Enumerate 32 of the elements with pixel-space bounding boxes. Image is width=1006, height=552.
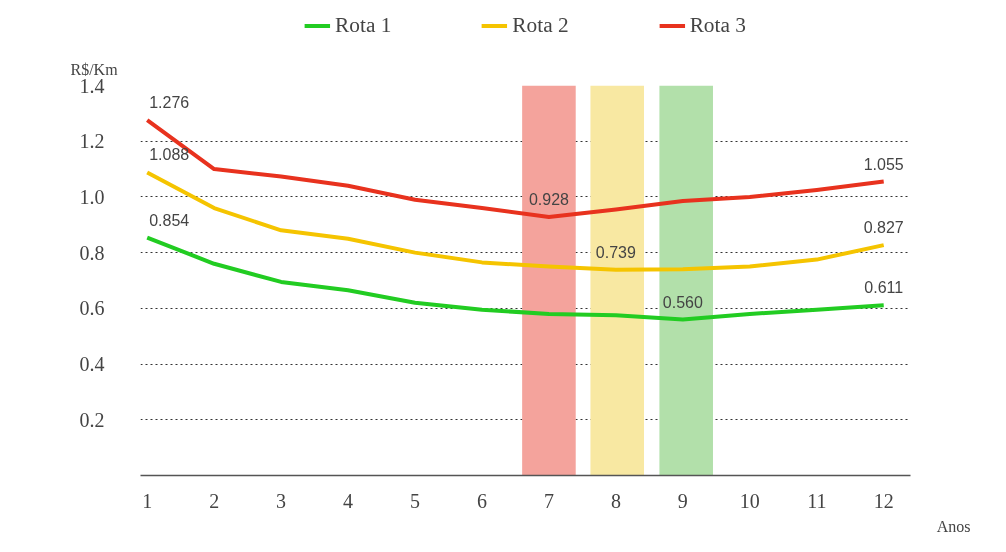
y-axis-title: R$/Km <box>70 60 119 78</box>
data-label: 0.854 <box>149 211 190 229</box>
y-tick-label: 1.2 <box>79 130 105 153</box>
x-tick-label: 7 <box>543 489 554 512</box>
x-tick-label: 11 <box>807 489 827 512</box>
x-tick-label: 8 <box>610 489 621 512</box>
y-tick-label: 0.8 <box>79 241 105 264</box>
x-tick-label: 3 <box>276 489 287 512</box>
data-label: 1.276 <box>149 94 190 112</box>
x-tick-label: 2 <box>209 489 220 512</box>
legend-label: Rota 2 <box>512 12 569 38</box>
data-label: 0.611 <box>864 279 904 297</box>
x-tick-label: 12 <box>873 489 894 512</box>
y-tick-label: 1.0 <box>79 185 105 208</box>
y-tick-label: 0.2 <box>79 408 105 431</box>
x-tick-label: 4 <box>343 489 354 512</box>
legend-label: Rota 3 <box>689 12 746 38</box>
x-tick-label: 1 <box>142 489 153 512</box>
data-label: 0.560 <box>662 293 703 311</box>
x-axis-title: Anos <box>936 517 971 535</box>
y-tick-label: 0.4 <box>79 353 105 376</box>
data-label: 0.928 <box>528 190 570 208</box>
data-label: 1.088 <box>149 146 190 164</box>
x-tick-label: 10 <box>739 489 760 512</box>
x-tick-label: 9 <box>677 489 688 512</box>
data-label: 1.055 <box>863 155 904 173</box>
data-label: 0.739 <box>595 243 637 261</box>
legend-label: Rota 1 <box>335 12 392 38</box>
x-tick-label: 5 <box>410 489 421 512</box>
x-tick-label: 6 <box>476 489 487 512</box>
data-label: 0.827 <box>863 219 904 237</box>
y-tick-label: 0.6 <box>79 297 105 320</box>
